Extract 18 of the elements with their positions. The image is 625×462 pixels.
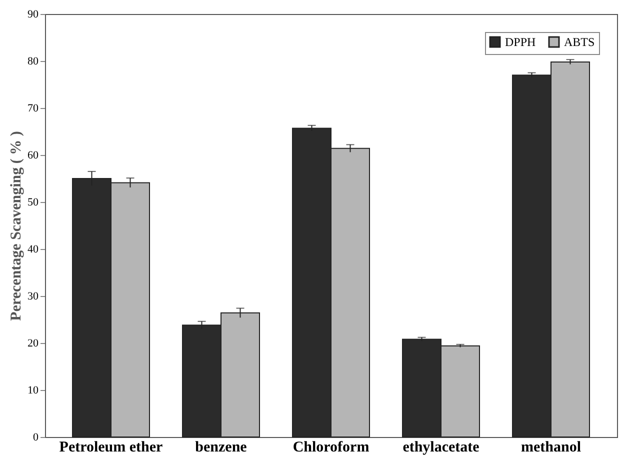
y-tick-label: 50 bbox=[28, 196, 39, 208]
y-tick-label: 10 bbox=[28, 384, 39, 396]
x-tick-label: Petroleum ether bbox=[59, 440, 164, 456]
y-tick-label: 90 bbox=[28, 8, 39, 20]
y-tick-label: 30 bbox=[28, 290, 39, 302]
y-tick-label: 80 bbox=[28, 56, 39, 68]
x-tick-label: ethylacetate bbox=[402, 440, 480, 456]
x-tick-label: methanol bbox=[521, 440, 581, 456]
legend-label: DPPH bbox=[505, 35, 536, 49]
y-axis-title: Perecentage Scavenging ( % ) bbox=[8, 131, 24, 321]
y-tick-label: 0 bbox=[33, 432, 39, 444]
y-tick-label: 70 bbox=[28, 102, 39, 114]
y-tick-label: 60 bbox=[28, 150, 39, 162]
y-tick-label: 40 bbox=[28, 244, 39, 256]
legend-label: ABTS bbox=[564, 35, 595, 49]
x-tick-label: benzene bbox=[195, 440, 248, 456]
y-tick-label: 20 bbox=[28, 338, 39, 350]
x-tick-label: Chloroform bbox=[292, 440, 370, 456]
